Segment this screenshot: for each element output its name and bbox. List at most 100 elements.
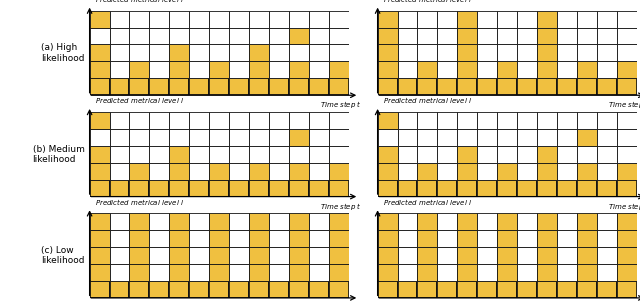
Bar [417, 163, 437, 180]
Bar [229, 44, 249, 61]
Bar [378, 264, 397, 281]
Bar [437, 112, 458, 129]
Bar [378, 78, 397, 95]
Bar [577, 146, 597, 163]
Bar [109, 112, 129, 129]
Bar [477, 264, 497, 281]
Bar [129, 112, 149, 129]
Bar [458, 78, 477, 95]
Bar [458, 28, 477, 44]
Bar [229, 230, 249, 247]
Bar [397, 61, 417, 78]
Bar [517, 163, 537, 180]
Bar [537, 264, 557, 281]
Bar [289, 146, 309, 163]
Bar [458, 112, 477, 129]
Bar [497, 44, 517, 61]
Bar [378, 11, 397, 28]
Bar [289, 230, 309, 247]
Bar [458, 146, 477, 163]
Bar [477, 78, 497, 95]
Bar [458, 213, 477, 230]
Bar [329, 112, 349, 129]
Bar [517, 61, 537, 78]
Bar [617, 247, 637, 264]
Bar [90, 78, 109, 95]
Bar [617, 11, 637, 28]
Bar [229, 247, 249, 264]
Bar [149, 146, 170, 163]
Bar [329, 163, 349, 180]
Bar [149, 28, 170, 44]
Bar [149, 180, 170, 197]
Bar [437, 11, 458, 28]
Bar [557, 163, 577, 180]
Bar [477, 11, 497, 28]
Bar [577, 129, 597, 146]
Bar [477, 112, 497, 129]
Bar [129, 247, 149, 264]
Bar [189, 213, 209, 230]
Bar [289, 78, 309, 95]
Bar [289, 11, 309, 28]
Bar [149, 78, 170, 95]
Bar [477, 61, 497, 78]
Bar [417, 129, 437, 146]
Bar [189, 44, 209, 61]
Bar [497, 163, 517, 180]
Bar [597, 44, 617, 61]
Bar [229, 163, 249, 180]
Bar [229, 129, 249, 146]
Bar [189, 112, 209, 129]
Bar [90, 247, 109, 264]
Bar [90, 281, 109, 298]
Bar [109, 264, 129, 281]
Bar [397, 180, 417, 197]
Bar [170, 61, 189, 78]
Bar [378, 230, 397, 247]
Bar [617, 78, 637, 95]
Bar [537, 61, 557, 78]
Bar [189, 180, 209, 197]
Bar [90, 230, 109, 247]
Bar [109, 146, 129, 163]
Bar [417, 112, 437, 129]
Bar [209, 180, 229, 197]
Bar [90, 264, 109, 281]
Bar [289, 112, 309, 129]
Bar [417, 213, 437, 230]
Bar [397, 78, 417, 95]
Bar [149, 163, 170, 180]
Text: (b) Medium
likelihood: (b) Medium likelihood [33, 145, 84, 164]
Bar [597, 129, 617, 146]
Bar [617, 28, 637, 44]
Bar [557, 78, 577, 95]
Bar [90, 129, 109, 146]
Bar [437, 213, 458, 230]
Bar [90, 213, 109, 230]
Bar [329, 180, 349, 197]
Bar [417, 247, 437, 264]
Bar [417, 78, 437, 95]
Bar [229, 11, 249, 28]
Bar [417, 230, 437, 247]
Bar [537, 112, 557, 129]
Bar [617, 112, 637, 129]
Bar [289, 163, 309, 180]
Bar [537, 163, 557, 180]
Bar [537, 230, 557, 247]
Bar [109, 28, 129, 44]
Bar [597, 180, 617, 197]
Bar [129, 230, 149, 247]
Bar [617, 44, 637, 61]
Bar [477, 247, 497, 264]
Bar [417, 180, 437, 197]
Bar [577, 28, 597, 44]
Bar [289, 213, 309, 230]
Bar [109, 213, 129, 230]
Bar [557, 44, 577, 61]
Bar [557, 264, 577, 281]
Bar [129, 264, 149, 281]
Bar [437, 44, 458, 61]
Bar [189, 247, 209, 264]
